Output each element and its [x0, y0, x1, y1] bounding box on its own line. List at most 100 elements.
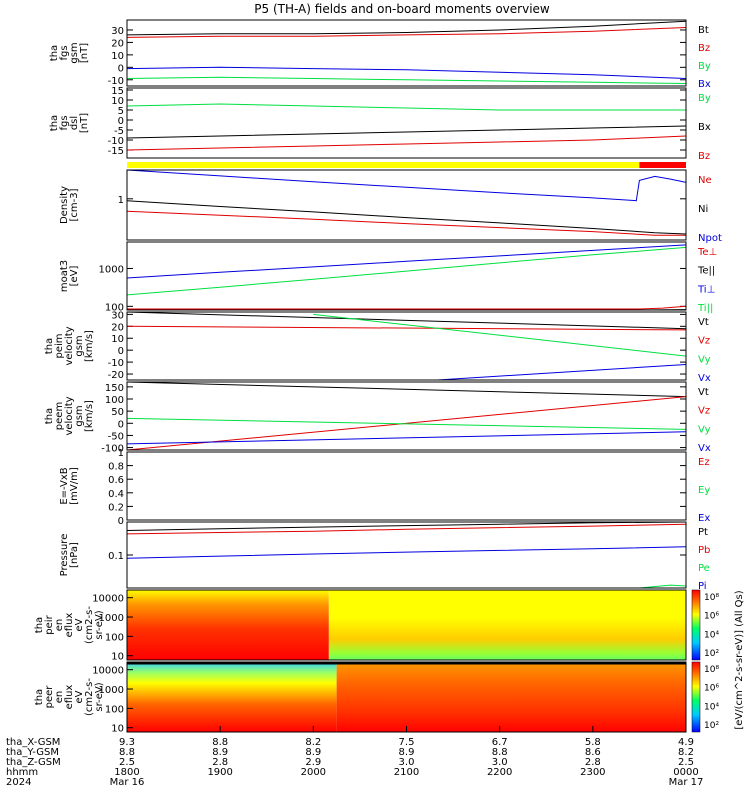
- ylabel-line: moat3: [59, 260, 70, 292]
- legend-Vy: Vy: [698, 354, 711, 365]
- ytick-label: 20: [111, 322, 124, 333]
- ylabel-line: [cm-3]: [69, 188, 80, 221]
- xaxis-value: Mar 16: [110, 777, 145, 788]
- colorbar-scale: [691, 589, 701, 661]
- ylabel-line: [eV]: [69, 266, 80, 287]
- ylabel-line: en: [54, 619, 65, 632]
- ytick-label: 100: [105, 302, 124, 313]
- panel-density: Density [cm-3] 1 Ne Ni Npot: [59, 169, 722, 244]
- legend-Pt: Pt: [698, 527, 708, 538]
- ylabel-line: en: [54, 691, 65, 704]
- ytick-label: 10: [111, 96, 124, 107]
- ylabel-line: eV: [74, 690, 85, 703]
- series-line-Ti⊥: [126, 244, 687, 279]
- legend-Ni: Ni: [698, 204, 708, 215]
- xaxis-value: 4.9: [678, 737, 694, 748]
- panel-frame: [126, 589, 687, 661]
- legend-Te⊥: Te⊥: [697, 247, 717, 258]
- xaxis-value: 3.0: [492, 757, 508, 768]
- xaxis-value: 2200: [487, 767, 512, 778]
- xaxis-row-label: tha_Y-GSM: [6, 747, 59, 758]
- ytick-label: 150: [105, 383, 124, 394]
- panel-pressure: Pressure [nPa] 0.1 Pt Pb Pe Pi: [59, 521, 710, 592]
- legend-Te||: Te||: [697, 266, 715, 277]
- xaxis-value: 8.6: [585, 747, 601, 758]
- series-line-Bz: [126, 27, 687, 38]
- panel-frame: [126, 241, 687, 311]
- panel-peir: tha peir en eflux eV (cm2-s-sr-eV) 10 100 1000 10…: [34, 589, 719, 663]
- panel-frame: [126, 169, 687, 241]
- ylabel-line: (cm2-s-: [84, 678, 95, 716]
- legend-Vy: Vy: [698, 424, 711, 435]
- ytick-label: 30: [111, 310, 124, 321]
- legend-Pi: Pi: [698, 581, 707, 592]
- ytick-label: -10: [108, 136, 124, 147]
- panel-frame: [126, 19, 687, 87]
- panel-frame: [126, 451, 687, 521]
- colorbar-tick-label: 10⁴: [704, 630, 719, 640]
- legend-Vt: Vt: [698, 387, 709, 398]
- ylabel-line: tha: [49, 115, 60, 131]
- legend-Bx: Bx: [698, 79, 711, 90]
- ytick-label: 100: [105, 704, 124, 715]
- ylabel-line: [nT]: [79, 113, 90, 133]
- series-line-Vz: [126, 325, 687, 331]
- ytick-label: -100: [101, 444, 124, 455]
- ylabel-line: gsm: [69, 42, 80, 63]
- ylabel-line: [mV/m]: [69, 467, 80, 505]
- colorbar-tick-label: 10⁸: [704, 665, 719, 675]
- ytick-label: -20: [108, 370, 124, 381]
- panel-peer: tha peer en eflux eV (cm2-s-sr-eV) 10 100 1000 10…: [34, 661, 719, 735]
- ylabel-line: tha: [49, 45, 60, 61]
- ylabel-line: gsm: [74, 405, 85, 426]
- ytick-label: 0.2: [108, 502, 124, 513]
- colorbar-tick-label: 10⁶: [704, 684, 719, 694]
- heatmap-right: [336, 662, 686, 732]
- series-line-Te⊥: [127, 305, 687, 310]
- ylabel-line: gsm: [74, 335, 85, 356]
- ylabel-line: (cm2-s-: [84, 606, 95, 644]
- legend-Vt: Vt: [698, 317, 709, 328]
- series-line-Vx: [126, 431, 687, 445]
- panel-peem_velocity: tha peem velocity gsm [km/s] -100 -50050100150…: [44, 381, 711, 455]
- xaxis-value: 2.5: [119, 757, 135, 768]
- colorbar-tick-label: 10⁶: [704, 612, 719, 622]
- xaxis-row-label: hhmm: [6, 767, 38, 778]
- ytick-label: 0: [118, 516, 124, 527]
- ytick-label: 0.4: [108, 489, 124, 500]
- xaxis-value: 2.5: [678, 757, 694, 768]
- series-line-Bx: [126, 66, 687, 79]
- ytick-label: 0: [118, 346, 124, 357]
- series-line-Vy: [126, 417, 687, 430]
- xaxis-value: 2.8: [212, 757, 228, 768]
- series-line-Ti||: [126, 246, 687, 296]
- ylabel-line: sr-eV): [94, 610, 105, 639]
- colorbar: 10² 10⁴ 10⁶ 10⁸: [691, 661, 719, 733]
- ylabel-line: dsl: [69, 116, 80, 130]
- ylabel-line: E=-VxB: [59, 467, 70, 504]
- legend-By: By: [698, 93, 711, 104]
- ytick-label: 1: [118, 448, 124, 459]
- legend-Ex: Ex: [698, 513, 710, 524]
- ytick-label: 10: [111, 51, 124, 62]
- series-line-By: [126, 103, 686, 111]
- ytick-label: -10: [108, 358, 124, 369]
- xaxis-value: Mar 17: [669, 777, 704, 788]
- legend-Npot: Npot: [698, 233, 722, 244]
- ylabel-line: [km/s]: [84, 400, 95, 432]
- ytick-label: 0: [118, 63, 124, 74]
- legend-Vz: Vz: [698, 406, 710, 417]
- ylabel-line: tha: [44, 338, 55, 354]
- xaxis-value: 8.8: [492, 747, 508, 758]
- ytick-label: 10: [111, 724, 124, 735]
- ytick-label: 20: [111, 38, 124, 49]
- legend-Ez: Ez: [698, 457, 710, 468]
- ylabel-line: eV: [74, 618, 85, 631]
- series-line-Ni: [126, 200, 687, 235]
- series-line-Npot: [126, 169, 687, 202]
- xaxis-value: 2300: [580, 767, 605, 778]
- ytick-label: 1: [118, 195, 124, 206]
- ytick-label: -50: [108, 431, 124, 442]
